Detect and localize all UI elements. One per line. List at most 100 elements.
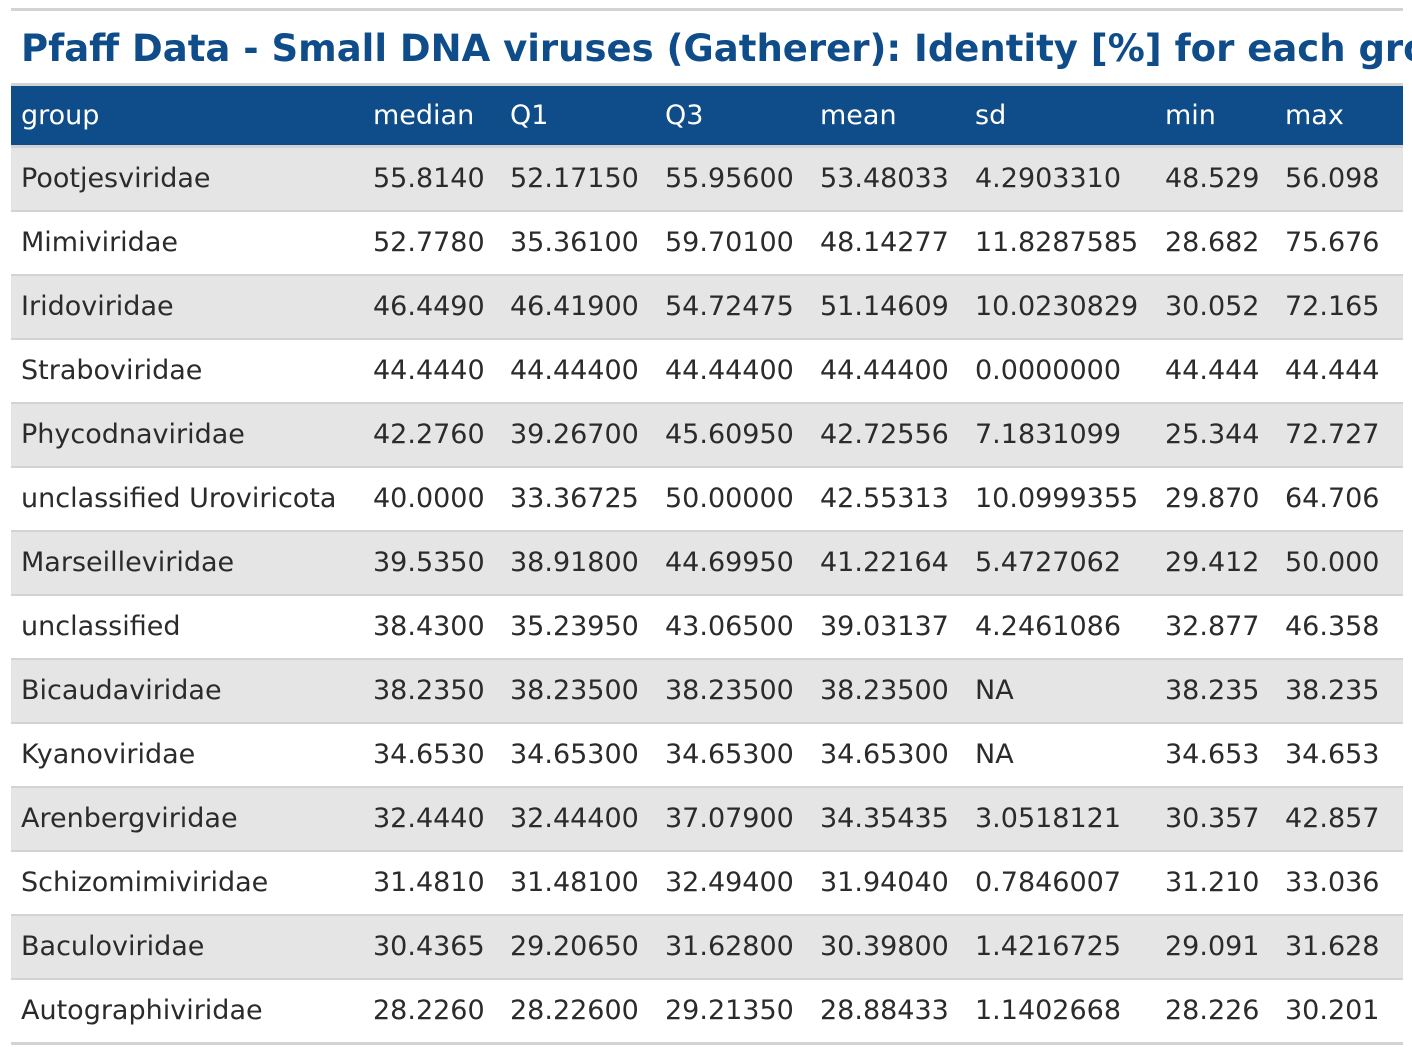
table-row: Kyanoviridae 34.6530 34.65300 34.65300 34.65… xyxy=(11,722,1403,788)
column-header-q3: Q3 xyxy=(665,86,820,148)
cell-group: Baculoviridae xyxy=(11,914,373,980)
cell-min: 48.529 xyxy=(1165,146,1285,212)
cell-min: 28.682 xyxy=(1165,210,1285,276)
cell-mean: 38.23500 xyxy=(820,658,975,724)
cell-q3: 50.00000 xyxy=(665,466,820,532)
cell-mean: 44.44400 xyxy=(820,338,975,404)
cell-max: 33.036 xyxy=(1285,850,1403,916)
cell-median: 38.2350 xyxy=(373,658,510,724)
cell-mean: 53.48033 xyxy=(820,146,975,212)
cell-min: 29.412 xyxy=(1165,530,1285,596)
cell-min: 29.091 xyxy=(1165,914,1285,980)
cell-q3: 59.70100 xyxy=(665,210,820,276)
column-header-q1: Q1 xyxy=(510,86,665,148)
cell-q3: 44.69950 xyxy=(665,530,820,596)
cell-max: 30.201 xyxy=(1285,978,1403,1045)
cell-q1: 38.23500 xyxy=(510,658,665,724)
cell-group: Straboviridae xyxy=(11,338,373,404)
cell-sd: 1.4216725 xyxy=(975,914,1165,980)
cell-median: 39.5350 xyxy=(373,530,510,596)
cell-min: 29.870 xyxy=(1165,466,1285,532)
cell-group: Pootjesviridae xyxy=(11,146,373,212)
cell-q1: 35.23950 xyxy=(510,594,665,660)
cell-sd: 11.8287585 xyxy=(975,210,1165,276)
cell-q1: 35.36100 xyxy=(510,210,665,276)
cell-sd: 7.1831099 xyxy=(975,402,1165,468)
table-row: Pootjesviridae 55.8140 52.17150 55.95600 53.… xyxy=(11,146,1403,212)
cell-q1: 29.20650 xyxy=(510,914,665,980)
cell-group: Iridoviridae xyxy=(11,274,373,340)
cell-q3: 29.21350 xyxy=(665,978,820,1045)
table-title: Pfaff Data - Small DNA viruses (Gatherer… xyxy=(21,27,1412,70)
cell-sd: 0.0000000 xyxy=(975,338,1165,404)
cell-min: 34.653 xyxy=(1165,722,1285,788)
cell-q1: 52.17150 xyxy=(510,146,665,212)
cell-mean: 30.39800 xyxy=(820,914,975,980)
cell-min: 28.226 xyxy=(1165,978,1285,1045)
cell-sd: 1.1402668 xyxy=(975,978,1165,1045)
cell-sd: NA xyxy=(975,722,1165,788)
column-header-median: median xyxy=(373,86,510,148)
cell-group: Mimiviridae xyxy=(11,210,373,276)
cell-min: 31.210 xyxy=(1165,850,1285,916)
cell-median: 52.7780 xyxy=(373,210,510,276)
table-header-row: group median Q1 Q3 mean sd min max xyxy=(11,86,1403,148)
column-header-max: max xyxy=(1285,86,1403,148)
cell-mean: 48.14277 xyxy=(820,210,975,276)
cell-sd: 10.0230829 xyxy=(975,274,1165,340)
cell-median: 40.0000 xyxy=(373,466,510,532)
cell-q3: 55.95600 xyxy=(665,146,820,212)
table-row: Schizomimiviridae 31.4810 31.48100 32.49400… xyxy=(11,850,1403,916)
cell-group: Bicaudaviridae xyxy=(11,658,373,724)
table-row: unclassified Uroviricota 40.0000 33.36725 5… xyxy=(11,466,1403,532)
cell-q1: 44.44400 xyxy=(510,338,665,404)
table-row: Phycodnaviridae 42.2760 39.26700 45.60950 42… xyxy=(11,402,1403,468)
cell-min: 38.235 xyxy=(1165,658,1285,724)
cell-group: unclassified xyxy=(11,594,373,660)
cell-median: 34.6530 xyxy=(373,722,510,788)
cell-min: 44.444 xyxy=(1165,338,1285,404)
cell-median: 38.4300 xyxy=(373,594,510,660)
table-row: Iridoviridae 46.4490 46.41900 54.72475 51.14… xyxy=(11,274,1403,340)
top-rule xyxy=(11,8,1403,11)
cell-max: 75.676 xyxy=(1285,210,1403,276)
table-row: Bicaudaviridae 38.2350 38.23500 38.23500 38.… xyxy=(11,658,1403,724)
cell-sd: 0.7846007 xyxy=(975,850,1165,916)
cell-sd: 4.2461086 xyxy=(975,594,1165,660)
cell-q1: 28.22600 xyxy=(510,978,665,1045)
cell-mean: 42.72556 xyxy=(820,402,975,468)
table-row: Marseilleviridae 39.5350 38.91800 44.69950 4… xyxy=(11,530,1403,596)
cell-sd: 5.4727062 xyxy=(975,530,1165,596)
cell-mean: 39.03137 xyxy=(820,594,975,660)
cell-group: Schizomimiviridae xyxy=(11,850,373,916)
cell-min: 30.052 xyxy=(1165,274,1285,340)
cell-median: 44.4440 xyxy=(373,338,510,404)
cell-min: 32.877 xyxy=(1165,594,1285,660)
cell-q1: 34.65300 xyxy=(510,722,665,788)
table-row: Arenbergviridae 32.4440 32.44400 37.07900 34… xyxy=(11,786,1403,852)
cell-max: 56.098 xyxy=(1285,146,1403,212)
cell-q3: 32.49400 xyxy=(665,850,820,916)
title-rule xyxy=(11,83,1403,86)
table-row: Mimiviridae 52.7780 35.36100 59.70100 48.142… xyxy=(11,210,1403,276)
column-header-sd: sd xyxy=(975,86,1165,148)
table-row: Baculoviridae 30.4365 29.20650 31.62800 30.3… xyxy=(11,914,1403,980)
cell-q1: 46.41900 xyxy=(510,274,665,340)
cell-group: Marseilleviridae xyxy=(11,530,373,596)
cell-median: 46.4490 xyxy=(373,274,510,340)
cell-q1: 31.48100 xyxy=(510,850,665,916)
cell-max: 42.857 xyxy=(1285,786,1403,852)
cell-median: 55.8140 xyxy=(373,146,510,212)
cell-median: 28.2260 xyxy=(373,978,510,1045)
cell-sd: 3.0518121 xyxy=(975,786,1165,852)
cell-median: 42.2760 xyxy=(373,402,510,468)
cell-q3: 37.07900 xyxy=(665,786,820,852)
cell-q3: 34.65300 xyxy=(665,722,820,788)
column-header-group: group xyxy=(11,86,373,148)
table-row: Straboviridae 44.4440 44.44400 44.44400 44.4… xyxy=(11,338,1403,404)
cell-q3: 45.60950 xyxy=(665,402,820,468)
cell-q3: 31.62800 xyxy=(665,914,820,980)
cell-mean: 28.88433 xyxy=(820,978,975,1045)
cell-q3: 38.23500 xyxy=(665,658,820,724)
cell-max: 64.706 xyxy=(1285,466,1403,532)
